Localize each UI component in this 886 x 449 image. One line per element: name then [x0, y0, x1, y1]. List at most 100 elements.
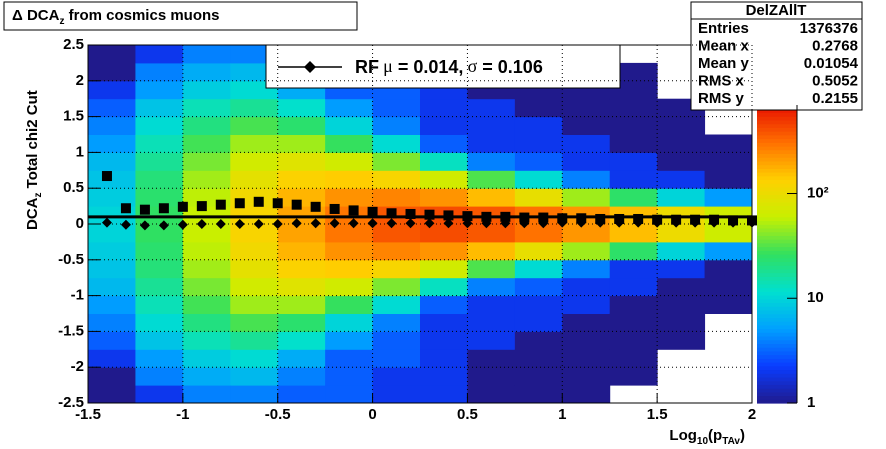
heat-cell	[609, 331, 658, 350]
heat-cell	[325, 224, 374, 243]
heat-cell	[325, 170, 374, 189]
heat-cell	[88, 98, 136, 118]
heat-cell	[420, 313, 468, 332]
color-bar-step	[757, 395, 797, 400]
heat-cell	[325, 331, 374, 350]
heat-cell	[182, 313, 231, 332]
stats-box	[690, 1, 863, 111]
heat-cell	[467, 188, 516, 207]
heat-cell	[609, 152, 658, 171]
diamond-marker	[348, 218, 359, 229]
heat-cell	[372, 224, 421, 243]
heat-cell	[135, 98, 184, 118]
color-bar-step	[757, 373, 797, 378]
heat-cell	[372, 170, 421, 189]
stats-label: Entries	[698, 20, 749, 37]
heat-cell	[372, 385, 421, 404]
heat-cell	[609, 224, 658, 243]
y-tick-label: 0.5	[63, 179, 84, 196]
color-bar-step	[757, 283, 797, 289]
color-bar-step	[757, 190, 797, 195]
diamond-marker	[424, 218, 435, 229]
heat-cell	[514, 277, 563, 297]
heat-cell	[467, 170, 516, 189]
heat-cell	[88, 188, 136, 207]
diamond-marker	[253, 219, 264, 229]
heat-cell	[230, 277, 279, 297]
heat-cell	[182, 152, 231, 171]
heat-cell	[135, 134, 184, 153]
color-bar-step	[757, 291, 797, 296]
heat-cell	[657, 241, 706, 261]
heat-cell	[657, 259, 706, 279]
color-bar-step	[757, 376, 797, 382]
heat-cell	[277, 241, 326, 261]
heat-cell	[609, 259, 658, 279]
heat-cell	[135, 277, 184, 297]
heat-cell	[88, 367, 136, 386]
diamond-marker	[405, 218, 416, 229]
square-marker	[310, 201, 321, 212]
heat-cell	[562, 224, 611, 243]
heat-cell	[135, 45, 184, 64]
color-bar-step	[757, 108, 797, 114]
heat-cell	[325, 98, 374, 118]
diamond-marker	[747, 217, 757, 228]
diamond-marker	[310, 218, 321, 229]
diamond-marker	[595, 217, 606, 228]
color-bar-step	[757, 112, 797, 117]
diamond-marker	[386, 218, 397, 229]
diamond-marker	[633, 217, 644, 228]
heat-cell	[325, 385, 374, 404]
heat-cell	[372, 313, 421, 332]
heat-cell	[88, 259, 136, 279]
color-bar-step	[757, 213, 797, 218]
x-tick-label: -1.5	[75, 406, 101, 423]
stats-title: DelZAllT	[746, 2, 807, 19]
square-marker	[348, 205, 359, 216]
color-bar-step	[757, 391, 797, 397]
heat-cell	[182, 331, 231, 350]
heat-cell	[657, 295, 706, 314]
heat-cell	[325, 295, 374, 314]
color-bar-step	[757, 287, 797, 292]
heat-cell	[420, 134, 468, 153]
color-bar-step	[757, 313, 797, 318]
heat-cell	[514, 134, 563, 153]
heat-cell	[325, 367, 374, 386]
color-bar-step	[757, 246, 797, 251]
heat-cell	[277, 367, 326, 386]
color-bar-step	[757, 388, 797, 393]
color-bar-step	[757, 332, 797, 337]
heat-cell	[135, 241, 184, 261]
heat-cell	[514, 224, 563, 243]
diamond-marker	[538, 218, 549, 229]
x-tick-label: 0.5	[457, 406, 478, 423]
heat-cell	[704, 224, 753, 243]
heat-cell	[230, 98, 279, 118]
heat-cell	[514, 116, 563, 135]
square-marker	[367, 206, 378, 217]
heat-cell	[88, 134, 136, 153]
diamond-marker	[614, 217, 625, 228]
color-bar-step	[757, 220, 797, 225]
heat-cell	[182, 116, 231, 135]
heat-cell	[325, 152, 374, 171]
heat-cell	[325, 259, 374, 279]
color-bar-step	[757, 201, 797, 207]
heat-cell	[88, 45, 136, 64]
color-bar-step	[757, 138, 797, 143]
heat-cell	[135, 367, 184, 386]
heatmap	[88, 45, 753, 404]
heat-cell	[135, 385, 184, 404]
color-bar-step	[757, 302, 797, 307]
heat-cell	[420, 349, 468, 368]
heat-cell	[514, 188, 563, 207]
heat-cell	[88, 62, 136, 82]
heat-cell	[420, 259, 468, 279]
x-tick-label: -0.5	[265, 406, 291, 423]
color-bar-step	[757, 119, 797, 125]
heat-cell	[609, 295, 658, 314]
color-bar-step	[757, 183, 797, 188]
heat-cell	[135, 259, 184, 279]
